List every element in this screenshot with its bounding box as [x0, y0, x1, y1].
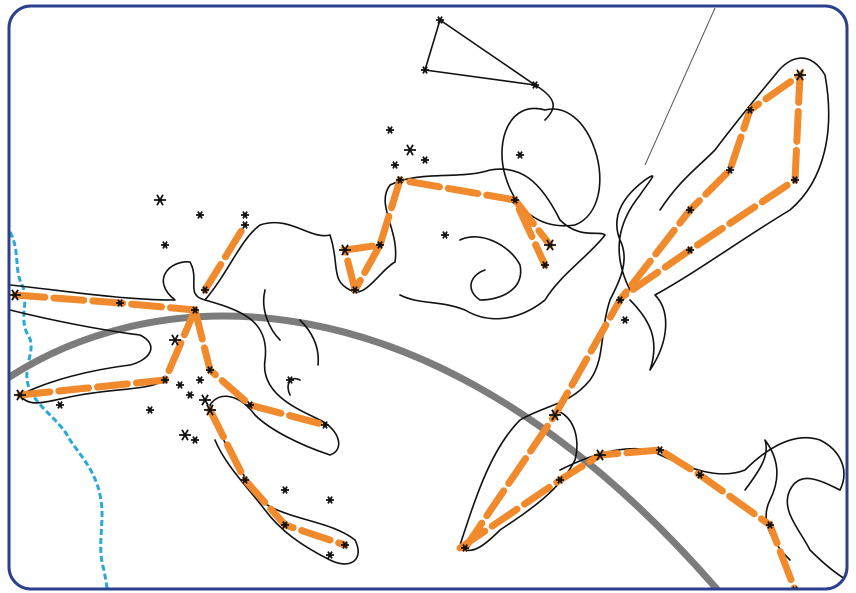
star [404, 144, 416, 156]
star [516, 151, 524, 159]
star [511, 196, 519, 204]
star [199, 394, 211, 406]
star [206, 366, 214, 374]
star [616, 296, 624, 304]
star [176, 381, 184, 389]
ecliptic-arc [9, 312, 725, 589]
star [766, 521, 774, 529]
star [726, 166, 734, 174]
star [9, 289, 21, 301]
star [161, 376, 169, 384]
star [461, 544, 469, 552]
star [241, 476, 249, 484]
star [396, 176, 404, 184]
star [351, 286, 359, 294]
star [696, 471, 704, 479]
star [56, 401, 64, 409]
star [686, 246, 694, 254]
star [421, 156, 429, 164]
star [421, 66, 429, 74]
star [286, 376, 294, 384]
star [549, 409, 561, 421]
star [169, 334, 181, 346]
star [191, 306, 199, 314]
star [391, 161, 399, 169]
star [376, 241, 384, 249]
star [794, 69, 806, 81]
pointer-line [644, 7, 716, 166]
star [556, 476, 564, 484]
star [531, 81, 539, 89]
star [241, 211, 249, 219]
star [196, 211, 204, 219]
star [621, 316, 629, 324]
star [204, 404, 216, 416]
star [179, 429, 191, 441]
star [191, 436, 199, 444]
star [594, 449, 606, 461]
star [746, 106, 754, 114]
star [326, 551, 334, 559]
star [281, 521, 289, 529]
star [196, 376, 204, 384]
star [281, 486, 289, 494]
star [544, 239, 556, 251]
star [146, 406, 154, 414]
star [241, 221, 249, 229]
star [339, 244, 351, 256]
star [686, 206, 694, 214]
star [321, 421, 329, 429]
star [386, 126, 394, 134]
star [791, 176, 799, 184]
star [14, 389, 26, 401]
star [186, 391, 194, 399]
star [341, 541, 349, 549]
star [116, 299, 124, 307]
star [441, 231, 449, 239]
star [326, 496, 334, 504]
star [246, 401, 254, 409]
map-content [9, 7, 847, 589]
star [161, 241, 169, 249]
star [541, 261, 549, 269]
star [201, 286, 209, 294]
star [656, 446, 664, 454]
star [436, 16, 444, 24]
frame-border [7, 4, 849, 591]
star [154, 194, 166, 206]
